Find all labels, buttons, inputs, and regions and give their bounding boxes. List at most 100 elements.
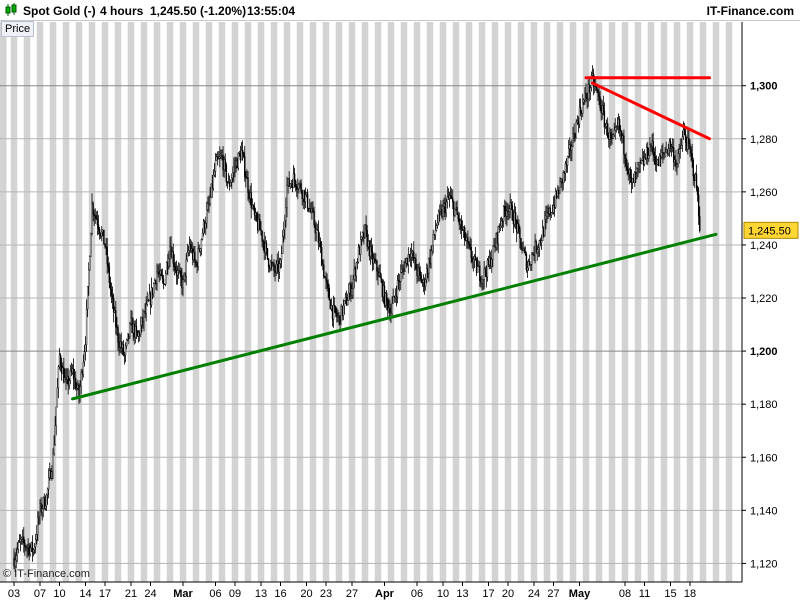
timeframe-label[interactable]: 4 hours — [100, 4, 144, 18]
candle — [428, 257, 430, 282]
candle — [33, 543, 36, 555]
candle — [575, 119, 577, 139]
candle — [181, 267, 183, 295]
candle — [495, 232, 497, 251]
candle — [686, 136, 688, 153]
candle — [63, 357, 65, 384]
day-band — [114, 22, 122, 582]
candle — [199, 248, 202, 257]
resistance-line[interactable] — [591, 81, 711, 141]
day-band — [361, 22, 369, 582]
candle — [239, 145, 242, 164]
candle — [41, 504, 43, 521]
candle — [325, 271, 327, 290]
candle — [222, 146, 224, 177]
candle — [586, 92, 588, 109]
day-band — [75, 22, 83, 582]
candle — [390, 303, 392, 324]
candle — [353, 258, 355, 289]
candle — [98, 227, 101, 240]
candle — [43, 493, 46, 510]
candle — [517, 215, 519, 234]
day-band — [88, 22, 96, 582]
candle — [218, 151, 220, 160]
site-logo[interactable]: IT-Finance.com — [706, 4, 794, 18]
candle — [445, 198, 447, 218]
day-band — [569, 22, 577, 582]
support-line[interactable] — [71, 232, 718, 401]
y-tick-label: 1,280 — [750, 134, 778, 146]
day-band — [413, 22, 421, 582]
candlestick-icon[interactable] — [3, 2, 19, 18]
candle — [446, 186, 449, 209]
candle — [366, 225, 368, 252]
candle — [345, 290, 348, 306]
candle — [609, 127, 611, 149]
day-band — [712, 22, 720, 582]
candle — [76, 382, 78, 398]
candle — [554, 187, 557, 210]
candle — [539, 237, 542, 247]
candle — [442, 199, 444, 221]
candle — [616, 116, 619, 131]
candle — [40, 497, 42, 516]
candle — [249, 185, 251, 206]
candle — [419, 266, 421, 281]
x-tick-label: 20 — [502, 588, 514, 600]
candle — [197, 241, 199, 271]
candle — [238, 150, 241, 157]
candle — [301, 189, 303, 206]
candle — [499, 217, 502, 231]
candle — [636, 167, 638, 180]
day-band — [634, 22, 642, 582]
candle — [167, 253, 169, 276]
candle — [458, 212, 460, 230]
candle — [565, 158, 568, 173]
candle — [212, 169, 215, 191]
candle — [414, 257, 416, 272]
candle — [151, 287, 154, 299]
candle — [453, 200, 455, 222]
candle — [107, 256, 109, 273]
candle — [26, 544, 28, 559]
candle — [427, 264, 429, 279]
day-band — [543, 22, 551, 582]
candle — [344, 292, 347, 305]
candle — [174, 261, 177, 274]
candle — [564, 160, 567, 181]
candle — [496, 231, 498, 251]
candle — [45, 493, 48, 511]
candle — [582, 93, 584, 118]
candle — [374, 252, 376, 264]
candle — [492, 245, 494, 268]
candle — [369, 239, 372, 265]
candle — [137, 330, 140, 343]
candle — [629, 166, 632, 184]
candle — [52, 448, 54, 480]
candle — [584, 87, 586, 105]
candle — [549, 204, 551, 221]
x-tick-label: 20 — [300, 588, 312, 600]
x-tick-label: 24 — [144, 588, 156, 600]
candle — [652, 132, 654, 162]
candle — [385, 289, 388, 311]
candle — [267, 258, 270, 273]
candle — [631, 178, 634, 190]
candle — [270, 259, 272, 272]
candle — [577, 116, 580, 133]
candle — [658, 153, 661, 167]
candle — [695, 164, 698, 192]
candle — [130, 310, 132, 326]
candle — [147, 299, 150, 303]
candle — [236, 157, 238, 169]
candle — [415, 253, 417, 270]
copyright-text: © IT-Finance.com — [3, 568, 90, 580]
candle — [367, 234, 369, 250]
candle — [304, 187, 307, 209]
day-band — [205, 22, 213, 582]
candle — [468, 241, 470, 250]
candle — [669, 137, 672, 153]
candle — [545, 205, 547, 230]
candle — [277, 251, 280, 282]
